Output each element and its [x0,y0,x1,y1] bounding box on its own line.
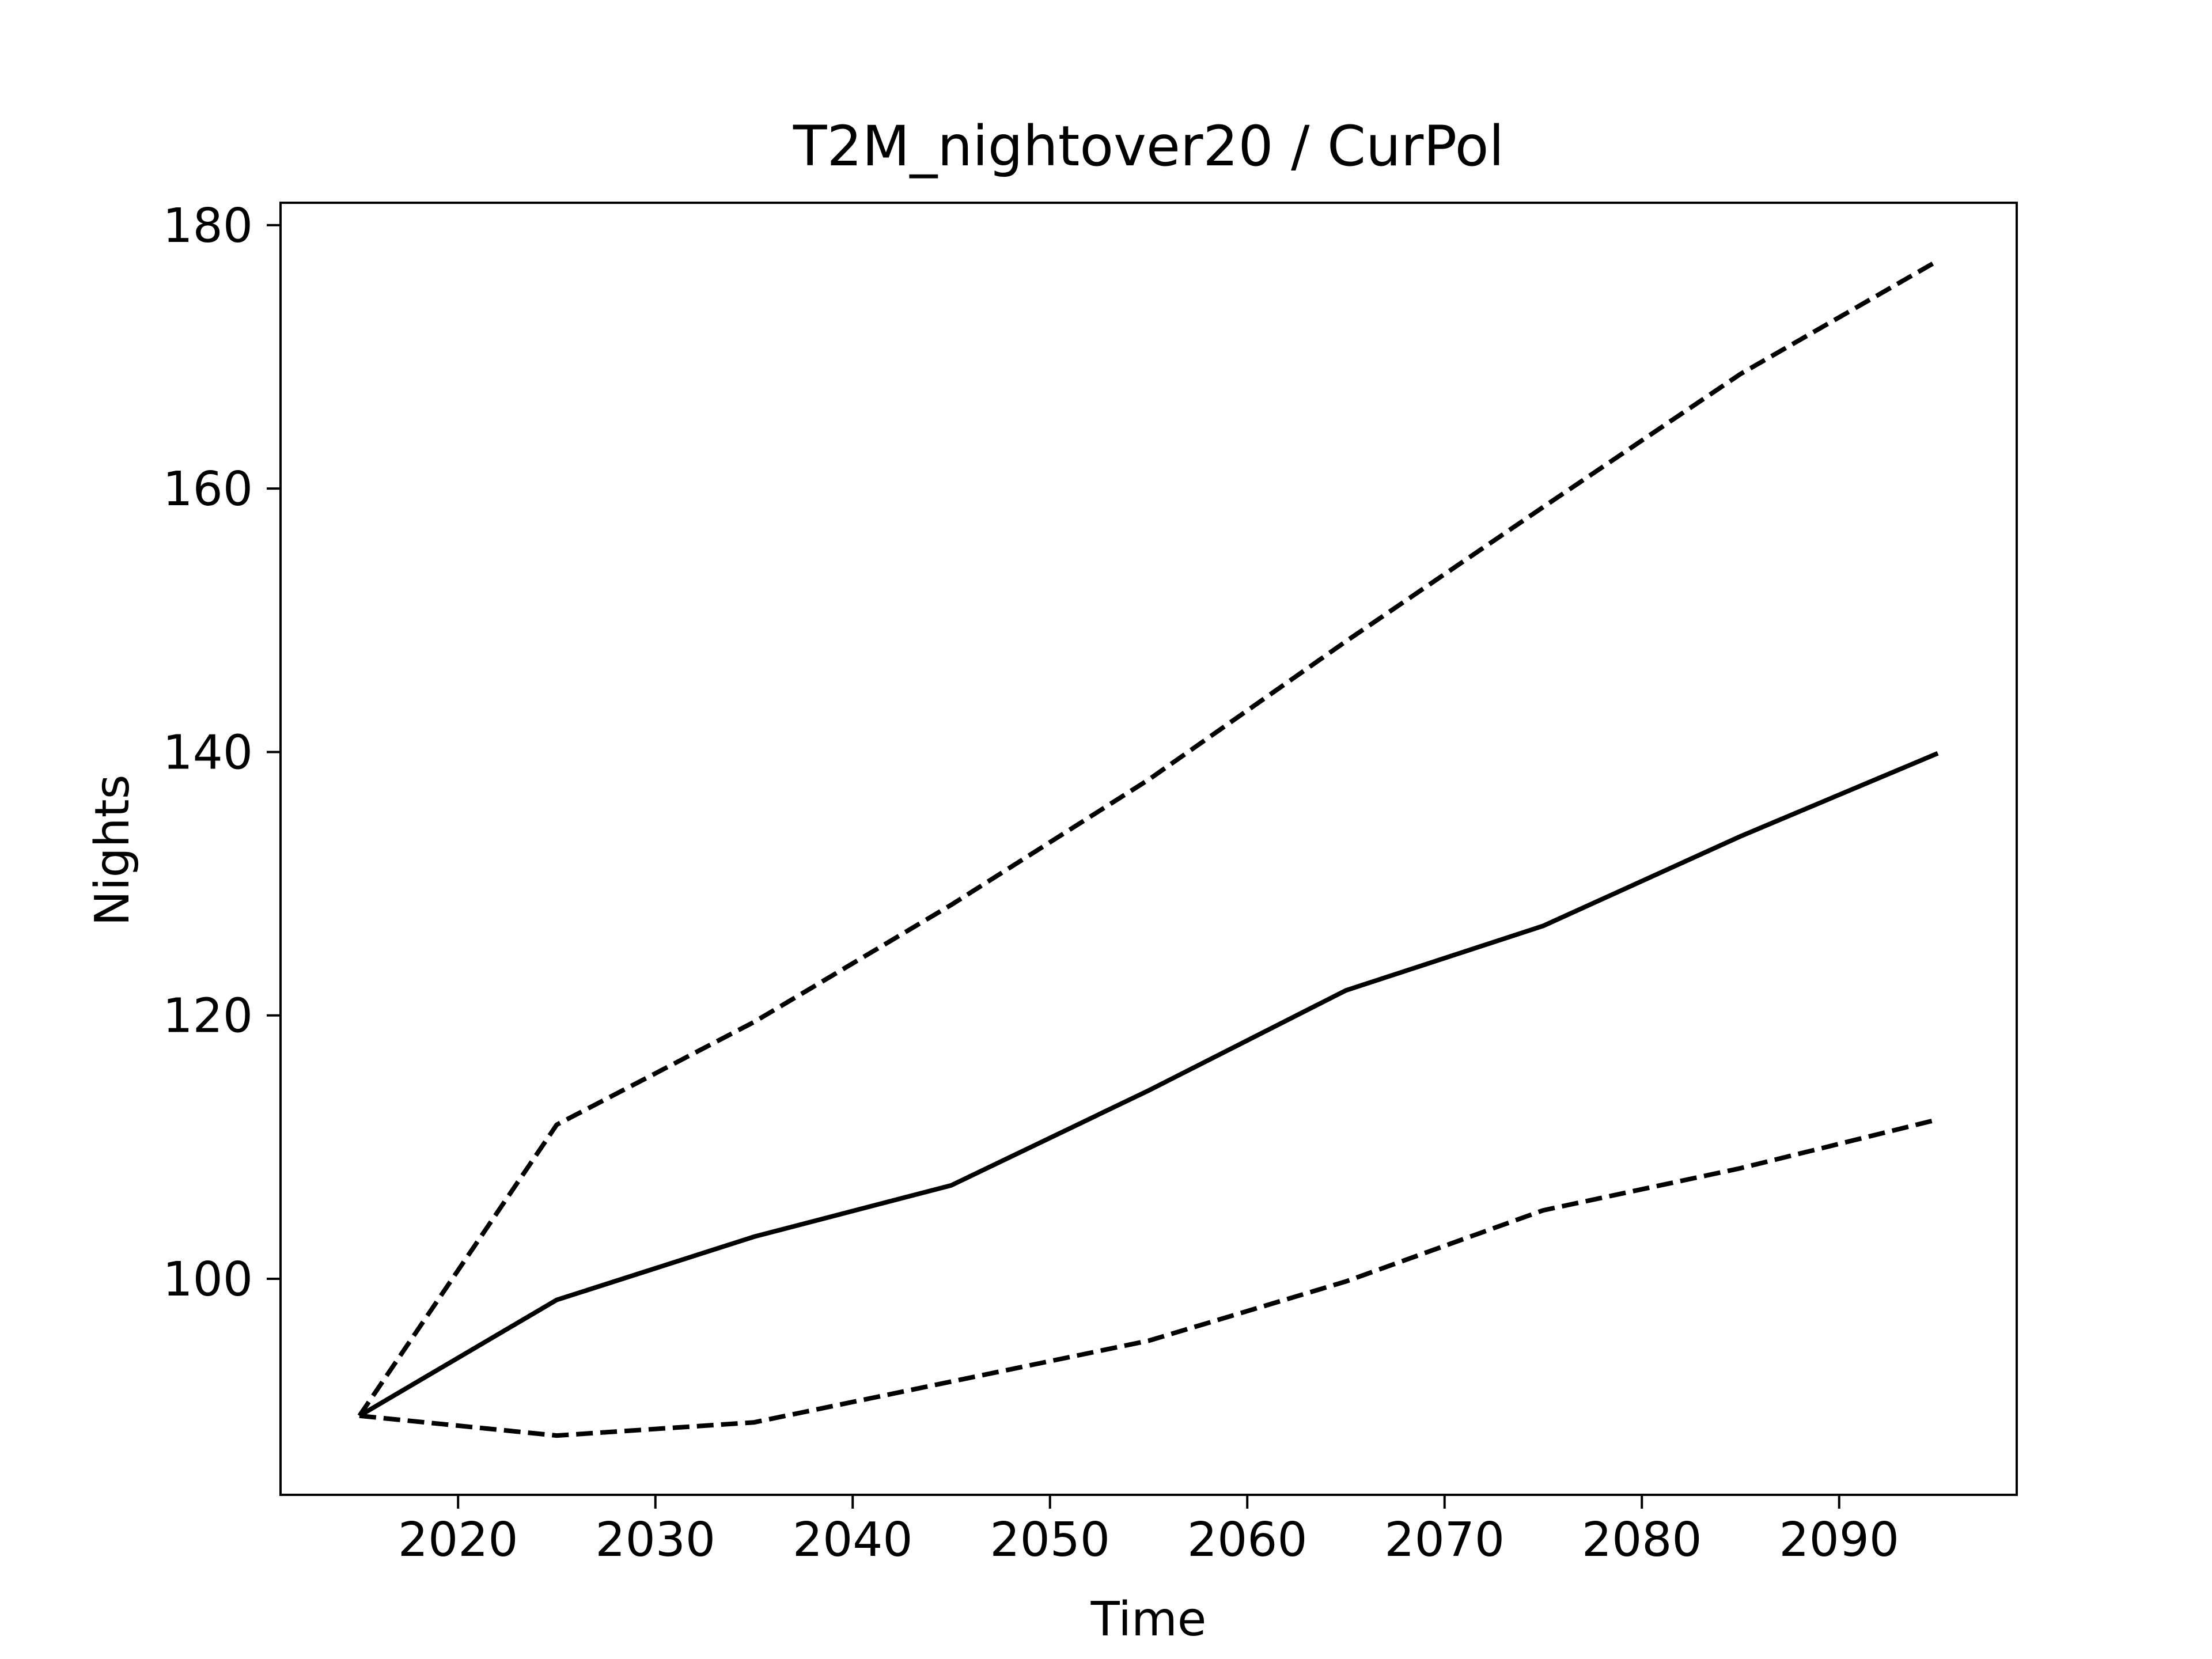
chart-title: T2M_nightover20 / CurPol [793,114,1504,179]
x-tick-label: 2080 [1582,1513,1702,1567]
y-tick-label: 120 [162,989,253,1044]
x-tick-label: 2040 [793,1513,913,1567]
x-tick-label: 2050 [990,1513,1110,1567]
y-tick-label: 100 [162,1252,253,1307]
y-tick-label: 140 [162,725,253,780]
x-axis-label: Time [1090,1592,1207,1647]
y-tick-label: 180 [162,199,253,253]
x-tick-label: 2090 [1779,1513,1899,1567]
y-tick-label: 160 [162,462,253,517]
plot-frame [279,202,2018,1496]
y-axis-label: Nights [85,774,140,926]
series-line-2 [357,259,1939,1418]
series-layer [357,259,1939,1438]
x-tick-label: 2070 [1384,1513,1505,1567]
tick-layer: 2020 2030 2040 2050 2060 2070 2080 2090 100 120 14… [162,199,1899,1567]
series-line-1 [358,751,1939,1418]
x-tick-label: 2020 [398,1513,518,1567]
x-tick-label: 2030 [595,1513,715,1567]
series-line-3 [359,1117,1938,1438]
x-tick-label: 2060 [1187,1513,1308,1567]
